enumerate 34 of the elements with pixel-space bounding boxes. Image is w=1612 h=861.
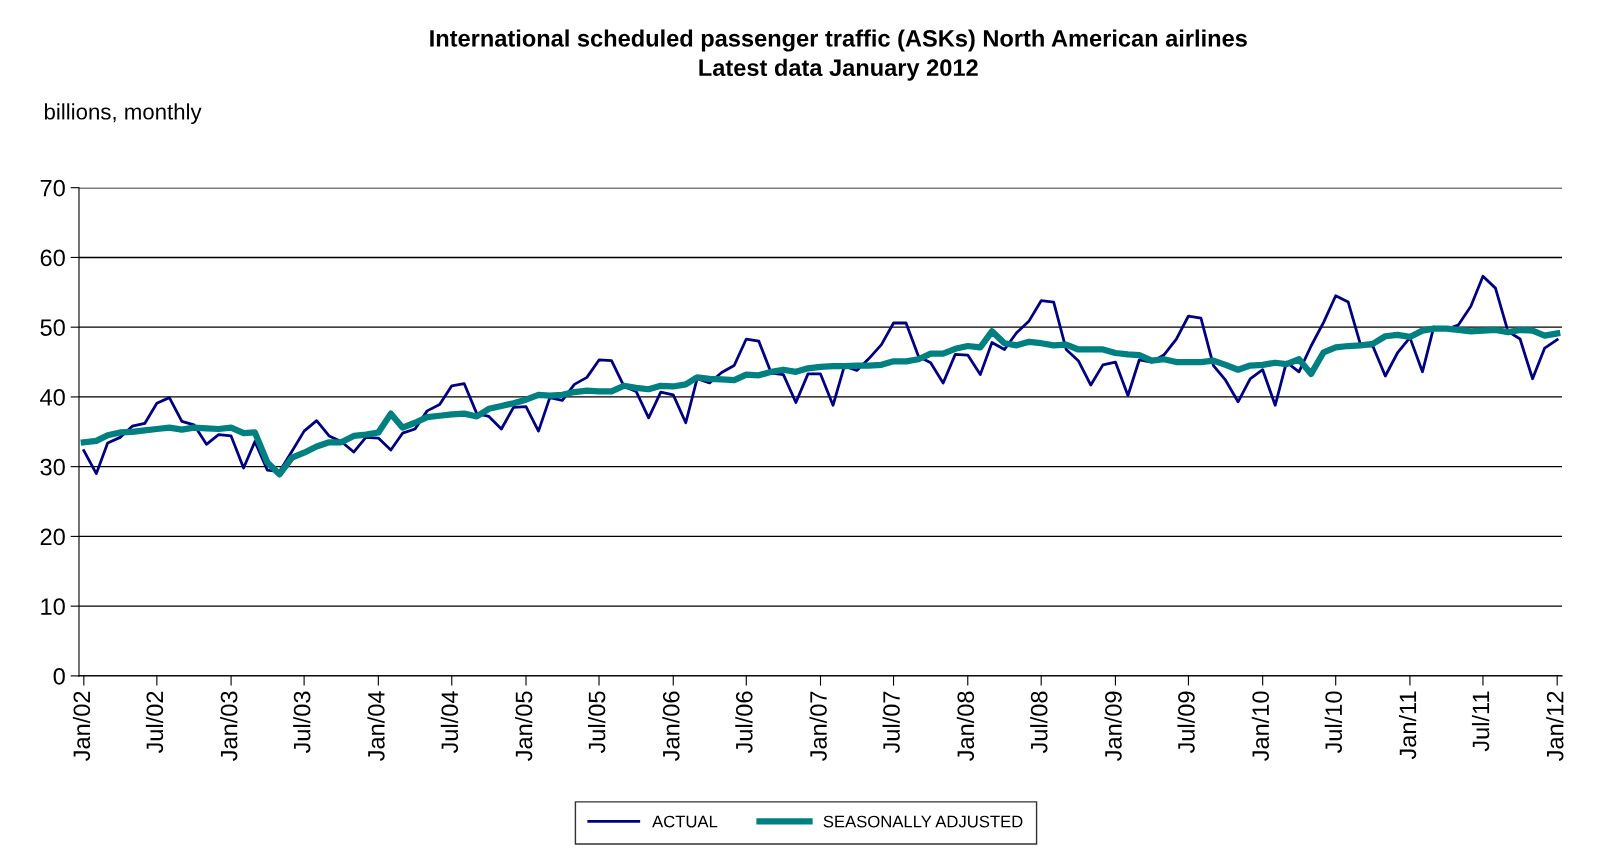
x-tick-label: Jan/12 (1546, 691, 1564, 761)
x-tick-label: Jan/06 (662, 691, 680, 761)
x-tick-label: Jul/02 (145, 691, 164, 754)
y-axis-title: billions, monthly (44, 103, 202, 125)
x-tick-label: Jan/03 (220, 691, 238, 761)
x-tick-label: Jul/04 (440, 691, 459, 754)
x-tick-label: Jan/11 (1398, 691, 1417, 760)
y-tick-label: 60 (40, 249, 65, 267)
legend-label: ACTUAL (652, 815, 718, 828)
x-tick-label: Jul/07 (882, 691, 900, 754)
y-tick-label: 30 (40, 458, 65, 476)
x-tick-label: Jul/06 (735, 691, 753, 754)
x-tick-label: Jul/03 (293, 691, 311, 754)
chart-title: International scheduled passenger traffic (ASKs) North American airlines (430, 29, 1247, 52)
y-tick-label: 40 (40, 388, 65, 406)
x-tick-label: Jul/11 (1471, 691, 1490, 752)
chart-subtitle: Latest data January 2012 (699, 58, 978, 81)
x-tick-label: Jan/08 (956, 691, 975, 761)
y-tick-label: 50 (40, 319, 65, 336)
x-tick-label: Jan/02 (72, 691, 91, 761)
y-tick-label: 20 (40, 528, 65, 546)
y-tick-label: 70 (40, 179, 65, 197)
x-tick-label: Jan/04 (367, 691, 385, 761)
x-tick-label: Jan/10 (1251, 691, 1270, 761)
x-tick-label: Jul/05 (588, 691, 606, 754)
x-tick-label: Jan/09 (1104, 691, 1122, 761)
y-tick-label: 10 (41, 598, 65, 615)
x-tick-label: Jul/08 (1030, 691, 1048, 754)
y-tick-label: 0 (53, 667, 65, 685)
x-tick-label: Jan/05 (514, 691, 533, 761)
legend-label: SEASONALLY ADJUSTED (823, 815, 1023, 828)
x-tick-label: Jul/10 (1324, 691, 1343, 754)
x-tick-label: Jan/07 (809, 691, 827, 761)
x-tick-label: Jul/09 (1177, 691, 1195, 754)
